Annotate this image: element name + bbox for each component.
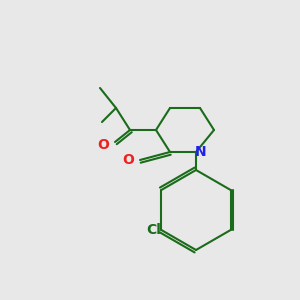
Text: O: O [122,153,134,167]
Text: Cl: Cl [146,223,161,237]
Text: N: N [195,145,207,159]
Text: O: O [97,138,109,152]
